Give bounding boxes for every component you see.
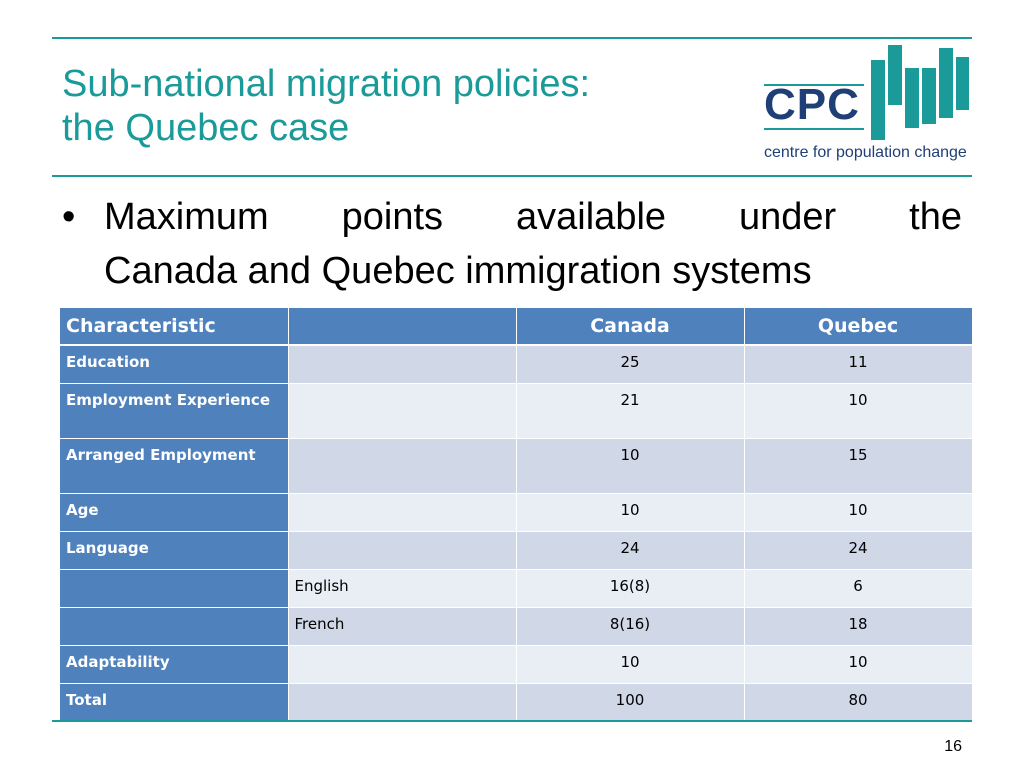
logo-bar-3 — [905, 68, 919, 128]
row-canada-points: 25 — [516, 345, 745, 384]
logo-line-top — [764, 84, 864, 86]
row-quebec-points: 15 — [744, 438, 973, 494]
row-canada-points: 10 — [516, 438, 745, 494]
row-canada-points: 10 — [516, 645, 745, 684]
row-subcategory — [288, 493, 517, 532]
row-canada-points: 8(16) — [516, 607, 745, 646]
top-rule — [52, 37, 972, 39]
row-characteristic — [60, 607, 289, 646]
row-characteristic: Education — [60, 345, 289, 384]
row-canada-points: 21 — [516, 383, 745, 439]
logo-tagline: centre for population change — [764, 144, 967, 161]
row-characteristic: Age — [60, 493, 289, 532]
row-subcategory: French — [288, 607, 517, 646]
logo-bar-5 — [939, 48, 953, 118]
logo-line-bottom — [764, 128, 864, 130]
table-row: Total 100 80 — [60, 683, 973, 722]
table-row: Employment Experience 21 10 — [60, 383, 973, 439]
points-table: Characteristic Canada Quebec Education 2… — [60, 308, 973, 722]
row-quebec-points: 10 — [744, 493, 973, 532]
row-canada-points: 16(8) — [516, 569, 745, 608]
logo-bar-4 — [922, 68, 936, 124]
row-characteristic: Language — [60, 531, 289, 570]
header-blank — [288, 308, 517, 346]
row-quebec-points: 11 — [744, 345, 973, 384]
row-characteristic: Arranged Employment — [60, 438, 289, 494]
bullet-line2: Canada and Quebec immigration systems — [104, 250, 812, 292]
bullet-word: available — [516, 196, 667, 238]
slide-title-line2: the Quebec case — [62, 107, 350, 149]
row-quebec-points: 10 — [744, 645, 973, 684]
logo-bars-icon — [871, 45, 969, 140]
row-characteristic: Total — [60, 683, 289, 722]
row-quebec-points: 6 — [744, 569, 973, 608]
row-quebec-points: 80 — [744, 683, 973, 722]
cpc-logo: CPC centre for population change — [758, 40, 972, 170]
row-subcategory — [288, 383, 517, 439]
bullet-dot-icon: • — [62, 196, 76, 238]
row-characteristic — [60, 569, 289, 608]
row-subcategory — [288, 438, 517, 494]
table-row: Language 24 24 — [60, 531, 973, 570]
row-subcategory: English — [288, 569, 517, 608]
header-canada: Canada — [516, 308, 745, 346]
header-quebec: Quebec — [744, 308, 973, 346]
title-divider — [52, 175, 972, 177]
table-header-row: Characteristic Canada Quebec — [60, 308, 973, 346]
logo-bar-1 — [871, 60, 885, 140]
row-quebec-points: 24 — [744, 531, 973, 570]
table-row: Adaptability 10 10 — [60, 645, 973, 684]
slide-title: Sub-national migration policies: the Que… — [62, 62, 742, 150]
logo-abbr: CPC — [764, 80, 860, 129]
table-row: English 16(8) 6 — [60, 569, 973, 608]
slide-title-line1: Sub-national migration policies: — [62, 63, 591, 105]
bullet-word: Maximum — [104, 196, 269, 238]
row-quebec-points: 10 — [744, 383, 973, 439]
row-canada-points: 100 — [516, 683, 745, 722]
bullet-word: points — [341, 196, 444, 238]
bullet-word: under — [739, 196, 837, 238]
logo-bar-6 — [956, 57, 969, 110]
page-number: 16 — [944, 738, 962, 755]
table-row: Age 10 10 — [60, 493, 973, 532]
row-quebec-points: 18 — [744, 607, 973, 646]
row-subcategory — [288, 683, 517, 722]
row-characteristic: Employment Experience — [60, 383, 289, 439]
logo-bar-2 — [888, 45, 902, 105]
bullet-word: the — [909, 196, 962, 238]
header-characteristic: Characteristic — [60, 308, 289, 346]
table-row: Education 25 11 — [60, 345, 973, 384]
row-subcategory — [288, 345, 517, 384]
table-row: French 8(16) 18 — [60, 607, 973, 646]
bullet-line1: Maximum points available under the — [104, 190, 962, 244]
table-row: Arranged Employment 10 15 — [60, 438, 973, 494]
row-characteristic: Adaptability — [60, 645, 289, 684]
footer-rule — [52, 720, 972, 722]
row-subcategory — [288, 645, 517, 684]
row-canada-points: 24 — [516, 531, 745, 570]
bullet-text: Maximum points available under the Canad… — [104, 190, 962, 298]
row-canada-points: 10 — [516, 493, 745, 532]
row-subcategory — [288, 531, 517, 570]
